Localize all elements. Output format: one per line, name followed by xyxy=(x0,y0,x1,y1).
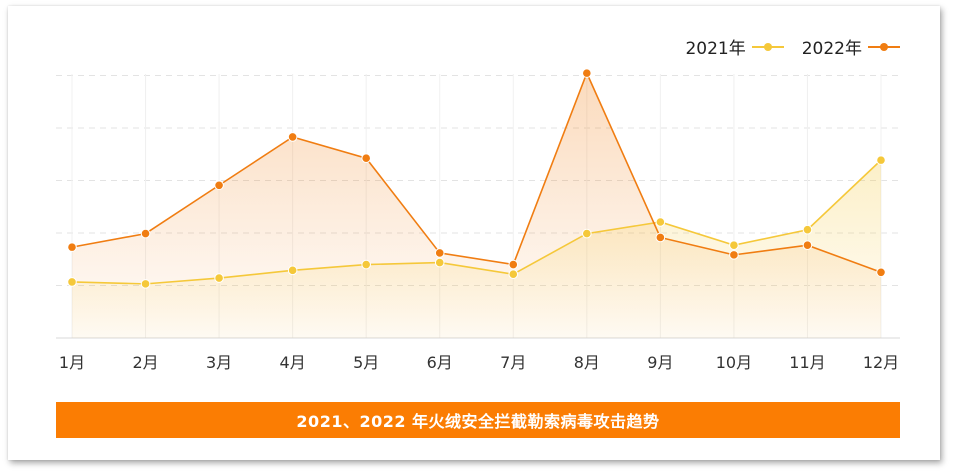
x-tick-label: 12月 xyxy=(863,353,899,372)
data-point xyxy=(582,68,592,78)
series-line-0 xyxy=(71,159,882,285)
data-point xyxy=(876,267,886,278)
x-tick-label: 3月 xyxy=(206,353,232,372)
data-point xyxy=(655,232,666,243)
data-point xyxy=(729,240,739,250)
data-point xyxy=(140,279,151,289)
line-layer xyxy=(71,71,882,285)
x-axis-labels: 1月 2月 3月 4月 5月 6月 7月 8月 9月 10月 11月 12月 xyxy=(59,353,899,372)
legend-item-2021[interactable]: 2021年 xyxy=(685,34,784,59)
data-point xyxy=(729,250,739,260)
x-tick-label: 5月 xyxy=(353,353,379,372)
data-point xyxy=(67,277,77,287)
chart-caption-banner: 2021、2022 年火绒安全拦截勒索病毒攻击趋势 xyxy=(56,402,900,438)
data-point xyxy=(214,273,224,283)
data-point xyxy=(140,228,151,239)
legend-label-2022: 2022年 xyxy=(801,39,862,59)
data-point xyxy=(67,242,77,252)
data-point xyxy=(802,224,813,235)
data-point xyxy=(287,132,298,142)
data-point xyxy=(434,248,445,258)
data-point xyxy=(434,257,445,268)
legend-label-2021: 2021年 xyxy=(685,39,746,59)
data-point xyxy=(214,180,224,191)
x-tick-label: 11月 xyxy=(789,353,825,372)
data-point xyxy=(876,155,886,165)
x-tick-label: 8月 xyxy=(574,353,600,372)
x-tick-label: 9月 xyxy=(647,353,673,372)
chart-caption: 2021、2022 年火绒安全拦截勒索病毒攻击趋势 xyxy=(296,412,660,431)
x-tick-label: 6月 xyxy=(427,353,453,372)
data-point xyxy=(508,269,519,280)
area-fill-0 xyxy=(72,160,881,338)
x-tick-label: 10月 xyxy=(716,353,752,372)
data-point xyxy=(655,217,666,227)
line-chart: 1月 2月 3月 4月 5月 6月 7月 8月 9月 10月 11月 12月 xyxy=(56,68,900,372)
data-point xyxy=(287,265,298,276)
legend: 2021年 2022年 xyxy=(685,34,900,59)
area-layer xyxy=(72,73,881,338)
x-tick-label: 2月 xyxy=(132,353,158,372)
x-tick-label: 4月 xyxy=(280,353,306,372)
legend-swatch-2021 xyxy=(751,41,784,53)
legend-swatch-2022 xyxy=(868,41,900,53)
series-line-1 xyxy=(71,71,882,274)
data-point xyxy=(361,153,371,163)
point-layer xyxy=(67,68,886,289)
x-tick-label: 7月 xyxy=(500,353,526,372)
data-point xyxy=(361,259,371,270)
chart-card: 1月 2月 3月 4月 5月 6月 7月 8月 9月 10月 11月 12月 2021年 2022年 … xyxy=(8,6,940,460)
data-point xyxy=(802,240,813,250)
data-point xyxy=(582,228,592,239)
data-point xyxy=(508,259,519,270)
legend-item-2022[interactable]: 2022年 xyxy=(802,34,900,59)
x-tick-label: 1月 xyxy=(59,353,85,372)
